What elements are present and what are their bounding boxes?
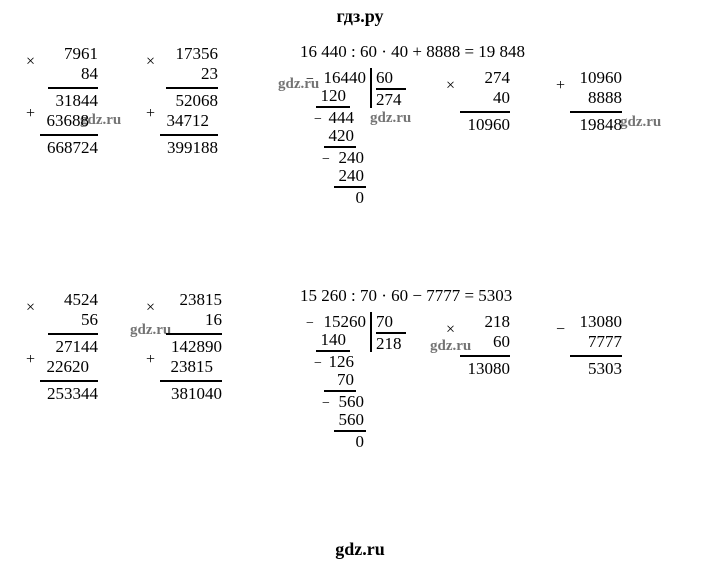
minus-icon: − (322, 396, 330, 413)
addend-1: 10960 (570, 68, 622, 88)
rule-line (460, 111, 510, 113)
multiplier: 60 (460, 332, 510, 352)
divisor: 60 (376, 68, 393, 88)
partial-2: 22620 (40, 357, 98, 377)
minus-icon: − (314, 356, 322, 373)
rule-line (166, 333, 222, 335)
partial-1: 31844 (40, 91, 98, 111)
minus-icon: − (306, 316, 314, 333)
partial-1: 27144 (40, 337, 98, 357)
partial-2: 34712 (160, 111, 218, 131)
equation-1: 16 440 : 60 · 40 + 8888 = 19 848 (300, 42, 525, 62)
rule-line (160, 380, 222, 382)
product: 399188 (160, 138, 218, 158)
times-icon: × (146, 298, 155, 317)
product: 668724 (40, 138, 98, 158)
addend-2: 8888 (570, 88, 622, 108)
minus-icon: − (314, 112, 322, 129)
product: 253344 (40, 384, 98, 404)
partial-1: 52068 (160, 91, 218, 111)
times-icon: × (146, 52, 155, 71)
watermark: gdz.ru (620, 114, 661, 131)
minuend: 13080 (570, 312, 622, 332)
partial-1: 142890 (160, 337, 222, 357)
plus-icon: + (146, 104, 155, 123)
rule-line (160, 134, 218, 136)
longdiv-2: − 15260 70 218 140 − 126 70 − 560 560 0 (310, 312, 430, 492)
mult-block-1: × 7961 84 + 31844 63688 668724 (40, 44, 98, 158)
times-icon: × (26, 298, 35, 317)
multiplicand: 7961 (40, 44, 98, 64)
multiplier: 84 (40, 64, 98, 84)
worksheet: × 7961 84 + 31844 63688 668724 × 17356 2… (0, 40, 720, 526)
plus-icon: + (556, 76, 565, 95)
minus-icon: − (306, 72, 314, 89)
multiplicand: 23815 (160, 290, 222, 310)
plus-icon: + (146, 350, 155, 369)
multiplicand: 218 (460, 312, 510, 332)
partial-2: 23815 (160, 357, 222, 377)
div-step: 0 (334, 432, 364, 452)
minus-icon: − (322, 152, 330, 169)
longdiv-1: − 16440 60 274 120 − 444 420 − 240 240 0 (310, 68, 430, 248)
multiplier: 16 (160, 310, 222, 330)
rule-line (570, 355, 622, 357)
rule-line (40, 134, 98, 136)
mult-block-6: × 218 60 13080 (460, 312, 510, 379)
multiplier: 23 (160, 64, 218, 84)
row-2: × 4524 56 + 27144 22620 253344 × 23815 1… (0, 290, 720, 540)
page-footer: gdz.ru (0, 539, 720, 560)
divisor: 70 (376, 312, 393, 332)
rule-line (166, 87, 218, 89)
quotient: 274 (376, 88, 406, 110)
difference: 5303 (570, 359, 622, 379)
div-step: 0 (334, 188, 364, 208)
rule-line (570, 111, 622, 113)
plus-icon: + (26, 104, 35, 123)
div-step: 420 (324, 126, 354, 146)
page-header: гдз.ру (0, 6, 720, 27)
multiplier: 40 (460, 88, 510, 108)
rule-line (48, 333, 98, 335)
product: 10960 (460, 115, 510, 135)
multiplicand: 4524 (40, 290, 98, 310)
product: 381040 (160, 384, 222, 404)
times-icon: × (26, 52, 35, 71)
mult-block-2: × 17356 23 + 52068 34712 399188 (160, 44, 218, 158)
row-1: × 7961 84 + 31844 63688 668724 × 17356 2… (0, 40, 720, 290)
times-icon: × (446, 76, 455, 95)
sum: 19848 (570, 115, 622, 135)
multiplicand: 274 (460, 68, 510, 88)
mult-block-5: × 23815 16 + 142890 23815 381040 (160, 290, 222, 404)
division-bar (370, 68, 372, 108)
add-block-1: + 10960 8888 19848 (570, 68, 622, 135)
rule-line (40, 380, 98, 382)
multiplicand: 17356 (160, 44, 218, 64)
div-step: 70 (324, 370, 354, 390)
div-step: 240 (334, 166, 364, 186)
div-step: 120 (316, 86, 346, 106)
multiplier: 56 (40, 310, 98, 330)
quotient: 218 (376, 332, 406, 354)
plus-icon: + (26, 350, 35, 369)
sub-block-1: − 13080 7777 5303 (570, 312, 622, 379)
partial-2: 63688 (40, 111, 98, 131)
division-bar (370, 312, 372, 352)
subtrahend: 7777 (570, 332, 622, 352)
equation-2: 15 260 : 70 · 60 − 7777 = 5303 (300, 286, 512, 306)
minus-icon: − (556, 320, 565, 339)
product: 13080 (460, 359, 510, 379)
times-icon: × (446, 320, 455, 339)
div-step: 560 (334, 410, 364, 430)
rule-line (48, 87, 98, 89)
div-step: 140 (316, 330, 346, 350)
mult-block-4: × 4524 56 + 27144 22620 253344 (40, 290, 98, 404)
rule-line (460, 355, 510, 357)
mult-block-3: × 274 40 10960 (460, 68, 510, 135)
